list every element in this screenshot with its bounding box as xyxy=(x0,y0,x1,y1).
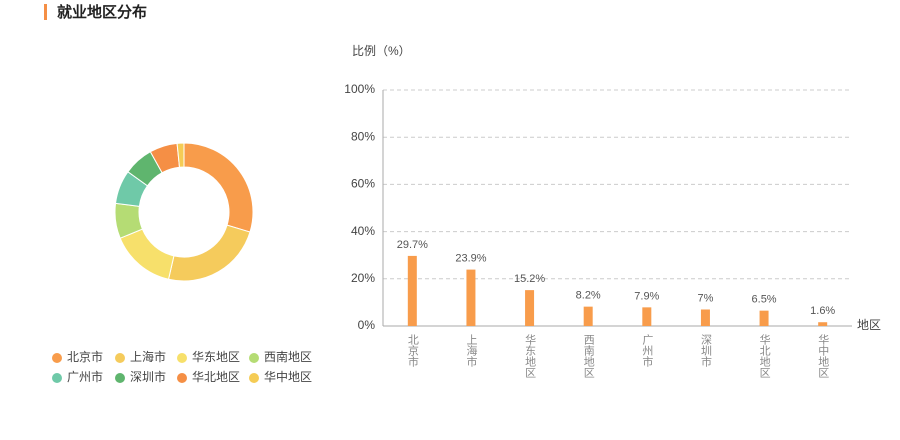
x-tick-label: 广州市 xyxy=(641,334,654,368)
legend-label: 北京市 xyxy=(67,349,103,364)
bar xyxy=(818,322,828,326)
value-label: 23.9% xyxy=(455,253,486,265)
legend-label: 西南地区 xyxy=(264,349,312,364)
pie-slice xyxy=(119,228,175,280)
legend-label: 华北地区 xyxy=(192,370,240,384)
y-tick-label: 20% xyxy=(351,271,375,285)
y-axis-label: 比例（%） xyxy=(352,44,411,58)
pie-slice xyxy=(183,142,254,233)
y-tick-label: 80% xyxy=(351,129,375,143)
legend-swatch xyxy=(177,353,187,363)
x-tick-label: 西南地区 xyxy=(582,334,595,378)
legend-label: 上海市 xyxy=(130,349,166,364)
value-label: 1.6% xyxy=(810,305,835,317)
bar xyxy=(407,255,417,326)
bar xyxy=(466,269,476,326)
y-tick-label: 40% xyxy=(351,224,375,238)
legend-swatch xyxy=(52,373,62,383)
bar xyxy=(759,310,769,326)
value-label: 7% xyxy=(697,292,713,304)
legend-label: 广州市 xyxy=(67,369,103,384)
y-tick-label: 0% xyxy=(358,318,376,332)
x-tick-label: 华东地区 xyxy=(524,333,537,378)
legend-swatch xyxy=(249,353,259,363)
pie-slice xyxy=(167,224,251,282)
bar xyxy=(525,290,535,326)
y-tick-label: 60% xyxy=(351,177,375,191)
value-label: 29.7% xyxy=(397,239,428,251)
x-axis-label: 地区 xyxy=(857,318,881,332)
legend-label: 华中地区 xyxy=(264,369,312,384)
value-label: 7.9% xyxy=(634,290,659,302)
value-label: 8.2% xyxy=(576,290,601,302)
value-label: 15.2% xyxy=(514,273,545,285)
x-tick-label: 北京市 xyxy=(406,334,419,368)
x-tick-label: 深圳市 xyxy=(699,334,712,368)
legend-swatch xyxy=(115,373,125,383)
value-label: 6.5% xyxy=(752,294,777,306)
bar xyxy=(642,307,652,326)
title-accent xyxy=(44,4,47,20)
x-tick-label: 华中地区 xyxy=(817,333,830,378)
bar xyxy=(700,309,710,326)
legend-swatch xyxy=(52,353,62,363)
x-tick-label: 华北地区 xyxy=(758,333,771,378)
legend-swatch xyxy=(115,353,125,363)
legend-swatch xyxy=(249,373,259,383)
y-tick-label: 100% xyxy=(344,82,375,96)
legend-swatch xyxy=(177,373,187,383)
page-title: 就业地区分布 xyxy=(57,3,147,21)
legend-label: 深圳市 xyxy=(130,369,166,384)
x-tick-label: 上海市 xyxy=(465,334,478,368)
legend-label: 华东地区 xyxy=(192,350,240,364)
bar xyxy=(583,306,593,326)
pie-slice xyxy=(176,142,185,168)
